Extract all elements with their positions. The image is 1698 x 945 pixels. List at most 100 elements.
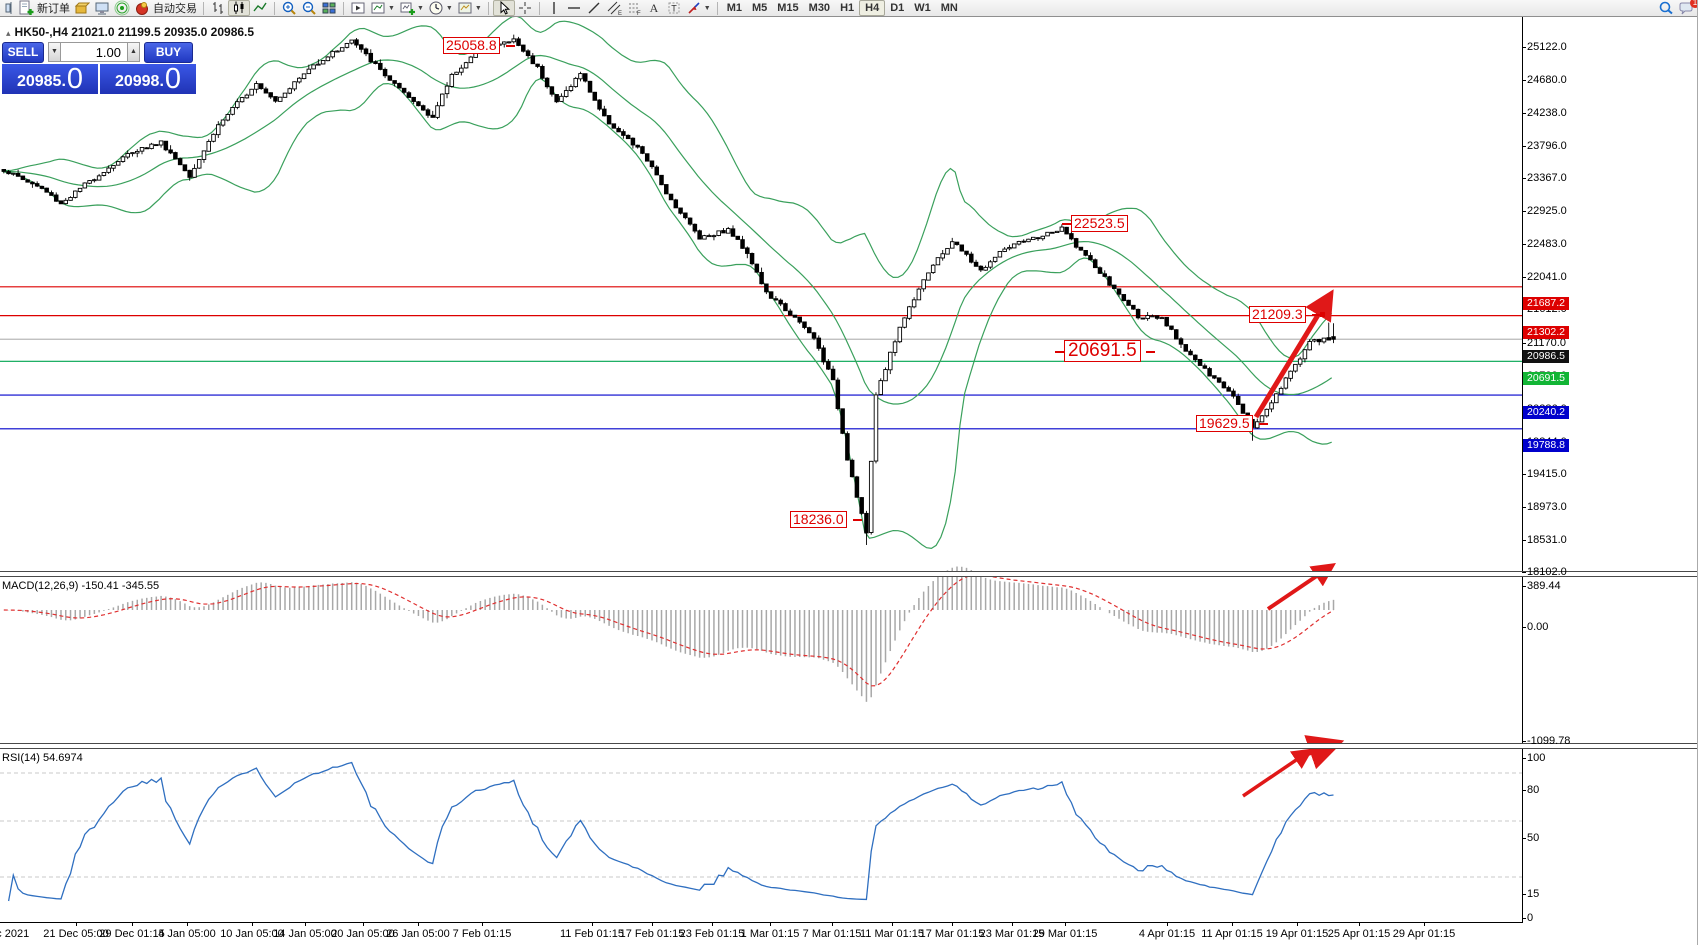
time-axis-label[interactable]: 1 Mar 01:15 <box>740 928 800 940</box>
sell-price-display[interactable]: 20985. 0 <box>2 64 98 94</box>
price-level-badge[interactable]: 20240.2 <box>1523 406 1569 419</box>
zoom-in-icon[interactable] <box>279 0 299 16</box>
bollinger-middle-band <box>1 54 1333 405</box>
period-clock-icon[interactable]: ▼ <box>426 0 455 16</box>
dropdown-arrow-icon[interactable]: ▼ <box>416 4 424 12</box>
horizontal-line-icon[interactable] <box>564 0 584 16</box>
time-axis-label[interactable]: 11 Mar 01:15 <box>859 928 925 940</box>
zoom-out-icon[interactable] <box>299 0 319 16</box>
cursor-icon[interactable] <box>492 0 515 16</box>
time-axis-label[interactable]: 29 Mar 01:15 <box>1032 928 1098 940</box>
dropdown-arrow-icon[interactable]: ▼ <box>703 4 711 12</box>
time-axis-label[interactable]: 25 Apr 01:15 <box>1327 928 1391 940</box>
timeframe-button-m1[interactable]: M1 <box>726 2 742 14</box>
price-callout-label[interactable]: 18236.0 <box>790 511 847 528</box>
price-callout-label[interactable]: 19629.5 <box>1196 415 1253 432</box>
arrows-icon[interactable]: ▼ <box>684 0 713 16</box>
timeframe-button-h4[interactable]: H4 <box>859 0 886 16</box>
equidistant-channel-icon[interactable]: E <box>604 0 624 16</box>
axis-tick <box>1522 838 1526 839</box>
rsi-panel-divider[interactable] <box>0 743 1697 749</box>
symbol-chart-clipped-icon[interactable] <box>2 0 16 16</box>
bar-chart-icon[interactable] <box>208 0 228 16</box>
time-axis-label[interactable]: 4 Apr 01:15 <box>1138 928 1196 940</box>
timeframe-button-mn[interactable]: MN <box>940 2 958 14</box>
timeframe-button-h1[interactable]: H1 <box>840 2 855 14</box>
signal-icon[interactable] <box>112 0 132 16</box>
volume-increase-button[interactable]: ▲ <box>127 42 140 62</box>
vertical-line-icon[interactable] <box>544 0 564 16</box>
time-axis-label[interactable]: 21 Dec 05:00 <box>43 928 109 940</box>
search-icon[interactable] <box>1656 0 1676 16</box>
buy-button[interactable]: BUY <box>144 41 193 63</box>
time-axis-label[interactable]: 17 Mar 01:15 <box>919 928 985 940</box>
terminal-icon[interactable] <box>92 0 112 16</box>
price-callout-label[interactable]: 21209.3 <box>1249 306 1306 323</box>
time-axis-label[interactable]: 10 Jan 05:00 <box>220 928 284 940</box>
terminal-icon <box>94 0 110 16</box>
price-level-badge[interactable]: 20986.5 <box>1523 350 1569 363</box>
trend-arrow-annotation[interactable] <box>1253 289 1334 419</box>
timeframe-button-m5[interactable]: M5 <box>751 2 768 14</box>
svg-text:A: A <box>649 1 658 15</box>
text-label-icon[interactable]: T <box>664 0 684 16</box>
line-chart-icon[interactable] <box>250 0 270 16</box>
time-axis-tick <box>305 922 306 926</box>
chart-template-icon[interactable]: ▼ <box>455 0 484 16</box>
chart-profile-icon[interactable]: ▼ <box>368 0 397 16</box>
new-order-button[interactable]: 新订单 <box>16 0 72 16</box>
price-level-badge[interactable]: 20691.5 <box>1523 372 1569 385</box>
add-indicator-icon[interactable]: ▼ <box>397 0 426 16</box>
time-axis-label[interactable]: 7 Feb 01:15 <box>452 928 512 940</box>
timeframe-button-d1[interactable]: D1 <box>890 2 905 14</box>
time-axis-tick <box>832 922 833 926</box>
time-axis-label[interactable]: 14 Jan 05:00 <box>273 928 337 940</box>
time-axis-label[interactable]: 26 Jan 05:00 <box>386 928 450 940</box>
time-axis-label[interactable]: 23 Feb 01:15 <box>679 928 745 940</box>
tile-windows-icon[interactable] <box>319 0 339 16</box>
time-axis-label[interactable]: 29 Dec 01:15 <box>99 928 165 940</box>
buy-price-display[interactable]: 20998. 0 <box>100 64 196 94</box>
time-axis-label[interactable]: 4 Jan 05:00 <box>158 928 216 940</box>
time-axis-label[interactable]: 17 Feb 01:15 <box>619 928 685 940</box>
volume-decrease-button[interactable]: ▼ <box>48 42 61 62</box>
trendline-icon[interactable] <box>584 0 604 16</box>
dropdown-arrow-icon[interactable]: ▼ <box>388 4 395 12</box>
toolbar-separator <box>538 1 540 15</box>
dropdown-arrow-icon[interactable]: ▼ <box>445 4 453 12</box>
chat-icon[interactable]: 1 <box>1676 0 1697 16</box>
time-axis-label[interactable]: 7 Mar 01:15 <box>802 928 862 940</box>
time-axis-label[interactable]: 11 Feb 01:15 <box>559 928 625 940</box>
timeframe-button-m30[interactable]: M30 <box>808 2 831 14</box>
price-level-badge[interactable]: 21302.2 <box>1523 326 1569 339</box>
time-axis-label[interactable]: 20 Jan 05:00 <box>331 928 395 940</box>
price-callout-label[interactable]: 20691.5 <box>1064 340 1141 362</box>
buy-price-int: 20998 <box>114 73 160 90</box>
macd-panel-divider[interactable] <box>0 571 1697 577</box>
price-level-badge[interactable]: 21687.2 <box>1523 297 1569 310</box>
candlestick-chart-icon[interactable] <box>228 0 250 16</box>
trendline-icon <box>586 0 602 16</box>
dropdown-arrow-icon[interactable]: ▼ <box>474 4 482 12</box>
time-axis-label[interactable]: 16 Dec 2021 <box>0 928 30 940</box>
time-axis-label[interactable]: 19 Apr 01:15 <box>1265 928 1329 940</box>
chart-forward-icon[interactable] <box>348 0 368 16</box>
timeframe-button-w1[interactable]: W1 <box>914 2 931 14</box>
fibonacci-icon[interactable]: F <box>624 0 644 16</box>
deposit-icon[interactable] <box>72 0 92 16</box>
price-level-badge[interactable]: 19788.8 <box>1523 439 1569 452</box>
volume-input[interactable] <box>61 42 127 62</box>
time-axis-label[interactable]: 11 Apr 01:15 <box>1201 928 1263 940</box>
time-axis-label[interactable]: 29 Apr 01:15 <box>1392 928 1456 940</box>
sell-button[interactable]: SELL <box>2 41 44 63</box>
text-icon[interactable]: A <box>644 0 664 16</box>
price-callout-label[interactable]: 22523.5 <box>1071 215 1128 232</box>
crosshair-icon[interactable] <box>515 0 535 16</box>
time-axis-label[interactable]: 23 Mar 01:15 <box>979 928 1045 940</box>
auto-trading-button[interactable]: 自动交易 <box>132 0 199 16</box>
time-axis-tick <box>482 922 483 926</box>
price-callout-label[interactable]: 25058.8 <box>443 37 500 54</box>
timeframe-button-m15[interactable]: M15 <box>777 2 799 14</box>
